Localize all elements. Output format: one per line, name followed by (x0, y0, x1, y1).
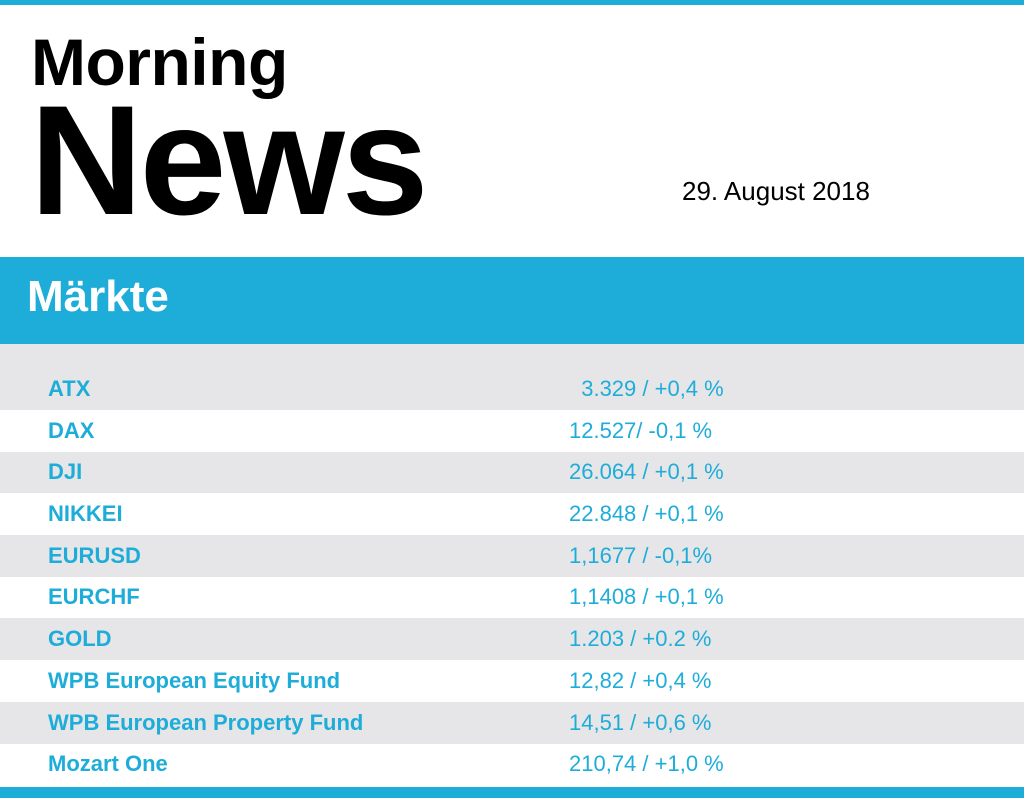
instrument-name: WPB European Equity Fund (48, 667, 341, 693)
market-row: Mozart One 210,74 / +1,0 % (0, 743, 1024, 786)
instrument-quote: 26.064 / +0,1 % (569, 459, 724, 485)
masthead-title-news: News (30, 74, 429, 248)
instrument-quote: 210,74 / +1,0 % (569, 751, 724, 777)
bottom-accent-rule (0, 787, 1024, 798)
market-row: EURCHF 1,1408 / +0,1 % (0, 576, 1024, 619)
instrument-quote: 22.848 / +0,1 % (569, 501, 724, 527)
instrument-name: EURUSD (48, 542, 141, 568)
market-row: DJI 26.064 / +0,1 % (0, 451, 1024, 494)
market-row: ATX 3.329 / +0,4 % (0, 344, 1024, 410)
market-row: EURUSD 1,1677 / -0,1% (0, 535, 1024, 577)
market-row: WPB European Equity Fund 12,82 / +0,4 % (0, 660, 1024, 702)
instrument-quote: 12,82 / +0,4 % (569, 667, 712, 693)
market-table: ATX 3.329 / +0,4 % DAX 12.527/ -0,1 % DJ… (0, 344, 1024, 786)
instrument-name: GOLD (48, 626, 112, 652)
instrument-name: NIKKEI (48, 501, 123, 527)
issue-date: 29. August 2018 (682, 176, 870, 206)
instrument-quote: 1.203 / +0.2 % (569, 626, 712, 652)
section-title: Märkte (27, 272, 169, 321)
market-row: DAX 12.527/ -0,1 % (0, 410, 1024, 452)
instrument-name: ATX (48, 376, 91, 401)
instrument-name: EURCHF (48, 584, 140, 610)
market-row: NIKKEI 22.848 / +0,1 % (0, 493, 1024, 536)
market-row: WPB European Property Fund 14,51 / +0,6 … (0, 701, 1024, 744)
instrument-name: DJI (48, 459, 83, 485)
instrument-quote: 1,1677 / -0,1% (569, 542, 713, 568)
instrument-quote: 3.329 / +0,4 % (569, 376, 724, 401)
instrument-name: Mozart One (48, 751, 168, 777)
instrument-name: DAX (48, 417, 95, 443)
top-accent-rule (0, 0, 1024, 5)
instrument-quote: 1,1408 / +0,1 % (569, 584, 724, 610)
masthead: Morning News 29. August 2018 (0, 5, 1024, 257)
masthead-title-morning: Morning (31, 25, 288, 99)
instrument-quote: 14,51 / +0,6 % (569, 709, 712, 735)
instrument-name: WPB European Property Fund (48, 709, 364, 735)
instrument-quote: 12.527/ -0,1 % (569, 417, 713, 443)
market-row: GOLD 1.203 / +0.2 % (0, 618, 1024, 661)
section-header-bar: Märkte (0, 257, 1024, 344)
